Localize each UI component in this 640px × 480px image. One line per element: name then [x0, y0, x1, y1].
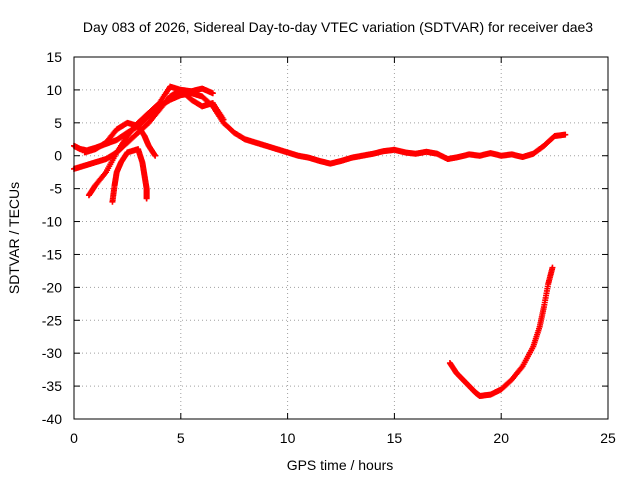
x-tick-label: 5: [177, 430, 185, 446]
plot-frame: [73, 56, 609, 420]
series-2: [71, 85, 216, 172]
data-points: [71, 83, 569, 399]
y-tick-label: 15: [46, 49, 62, 65]
data-point: [549, 264, 556, 271]
chart-title: Day 083 of 2026, Sidereal Day-to-day VTE…: [83, 19, 593, 35]
y-tick-label: 5: [54, 115, 62, 131]
x-tick-label: 10: [280, 430, 296, 446]
y-tick-label: -5: [50, 181, 63, 197]
y-tick-label: -20: [42, 279, 62, 295]
y-tick-label: -10: [42, 214, 62, 230]
y-tick-label: -15: [42, 246, 62, 262]
data-point: [152, 152, 159, 159]
series-6: [446, 264, 556, 399]
y-tick-label: -40: [42, 411, 62, 427]
axis-ticks: 0 5 10 15 20 25 15 10 5 0 -5 -10 -15 -20 -25 -30 -35 -40: [42, 49, 616, 446]
y-tick-label: -30: [42, 345, 62, 361]
data-point: [209, 90, 216, 97]
series-5: [81, 119, 159, 159]
data-point: [562, 131, 569, 138]
series-3: [85, 83, 227, 199]
data-point: [220, 116, 227, 123]
x-axis-label: GPS time / hours: [287, 457, 394, 473]
x-tick-label: 0: [70, 430, 78, 446]
y-tick-label: 0: [54, 148, 62, 164]
y-tick-label: 10: [46, 82, 62, 98]
series-4: [109, 146, 150, 205]
y-tick-label: -25: [42, 312, 62, 328]
x-tick-label: 25: [600, 430, 616, 446]
y-axis-label: SDTVAR / TECUs: [6, 182, 22, 294]
data-point: [143, 195, 150, 202]
x-tick-label: 15: [387, 430, 403, 446]
y-tick-label: -35: [42, 378, 62, 394]
x-tick-label: 20: [493, 430, 509, 446]
